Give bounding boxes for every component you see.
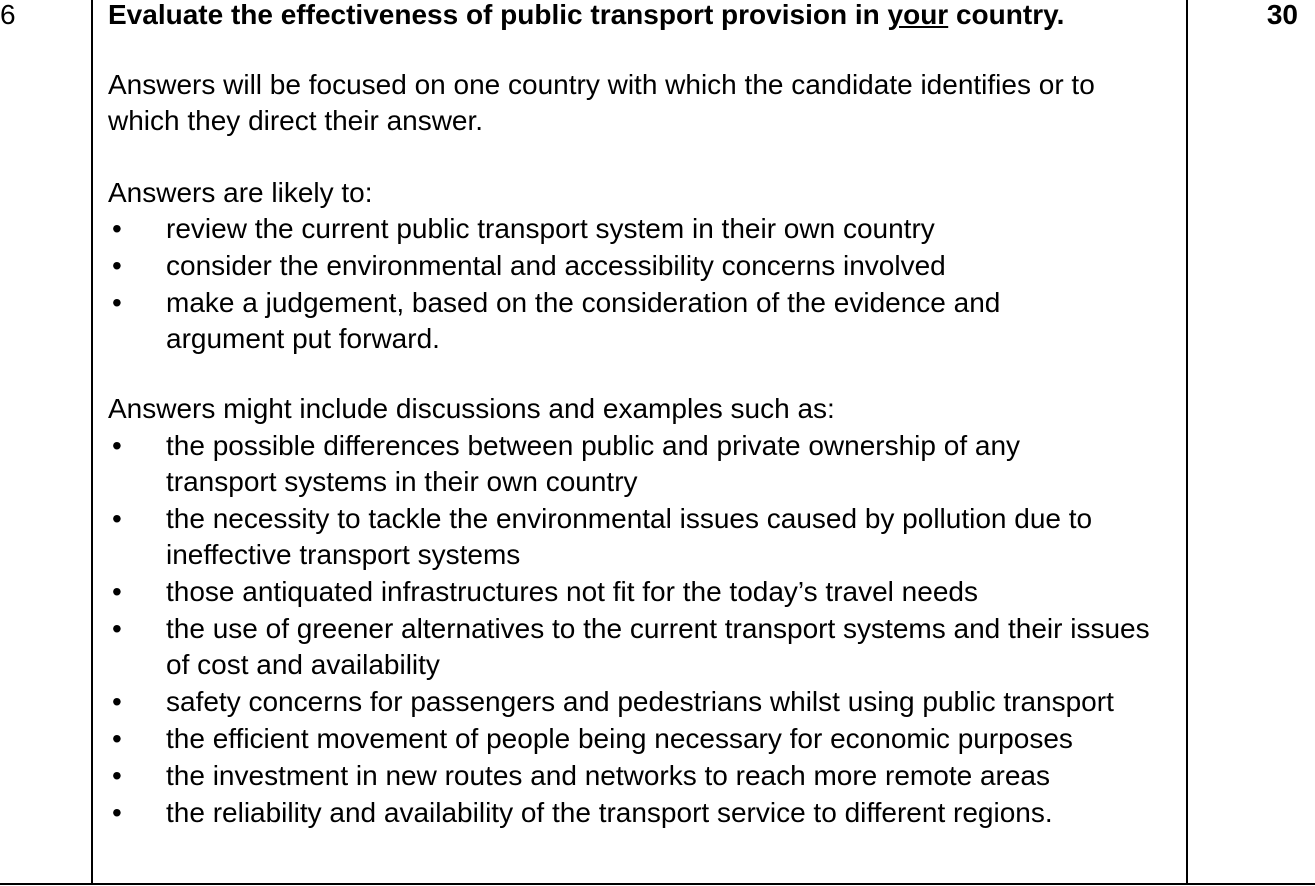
question-content: Evaluate the effectiveness of public tra… (108, 0, 1178, 831)
bullet-icon: • (112, 430, 122, 461)
question-heading: Evaluate the effectiveness of public tra… (108, 0, 1178, 30)
list-item: • the efficient movement of people being … (108, 721, 1178, 757)
likely-lead: Answers are likely to: (108, 177, 373, 208)
bullet-icon: • (112, 613, 122, 644)
list-item: • the possible differences between public… (108, 428, 1126, 500)
list-item-text: make a judgement, based on the considera… (166, 287, 1001, 354)
heading-text-before: Evaluate the effectiveness of public tra… (108, 0, 888, 30)
list-item-text: the reliability and availability of the … (166, 797, 1053, 828)
list-item-text: review the current public transport syst… (166, 213, 935, 244)
list-item-text: those antiquated infrastructures not fit… (166, 576, 978, 607)
list-item: • the investment in new routes and networ… (108, 758, 1178, 794)
bullet-icon: • (112, 250, 122, 281)
might-lead: Answers might include discussions and ex… (108, 393, 835, 424)
list-item-text: the necessity to tackle the environmenta… (166, 503, 1093, 570)
list-item-text: the use of greener alternatives to the c… (166, 613, 1150, 680)
list-item: • review the current public transport sys… (108, 211, 1178, 247)
heading-text-after: country. (948, 0, 1065, 30)
list-item: • consider the environmental and accessib… (108, 248, 1178, 284)
bullet-icon: • (112, 760, 122, 791)
column-divider-left (91, 0, 93, 884)
bullet-icon: • (112, 723, 122, 754)
list-item: • safety concerns for passengers and pede… (108, 684, 1126, 720)
bullet-icon: • (112, 503, 122, 534)
list-item-text: consider the environmental and accessibi… (166, 250, 946, 281)
list-item: • the reliability and availability of the… (108, 795, 1178, 831)
bullet-icon: • (112, 797, 122, 828)
list-item-text: the efficient movement of people being n… (166, 723, 1073, 754)
list-item: • make a judgement, based on the consider… (108, 285, 1106, 357)
might-list: • the possible differences between public… (108, 428, 1178, 831)
column-divider-right (1186, 0, 1188, 884)
question-marks: 30 (1266, 0, 1298, 30)
list-item-text: the investment in new routes and network… (166, 760, 1050, 791)
list-item-text: safety concerns for passengers and pedes… (166, 686, 1114, 717)
list-item: • the necessity to tackle the environment… (108, 501, 1176, 573)
bullet-icon: • (112, 576, 122, 607)
bullet-icon: • (112, 213, 122, 244)
heading-underlined-word: your (887, 0, 949, 30)
intro-paragraph: Answers will be focused on one country w… (108, 69, 1095, 136)
list-item: • the use of greener alternatives to the … (108, 611, 1176, 683)
question-number: 6 (0, 0, 16, 30)
list-item: • those antiquated infrastructures not fi… (108, 574, 1178, 610)
bullet-icon: • (112, 686, 122, 717)
table-bottom-border (0, 883, 1315, 885)
list-item-text: the possible differences between public … (166, 430, 1021, 497)
likely-list: • review the current public transport sys… (108, 211, 1178, 357)
bullet-icon: • (112, 287, 122, 318)
